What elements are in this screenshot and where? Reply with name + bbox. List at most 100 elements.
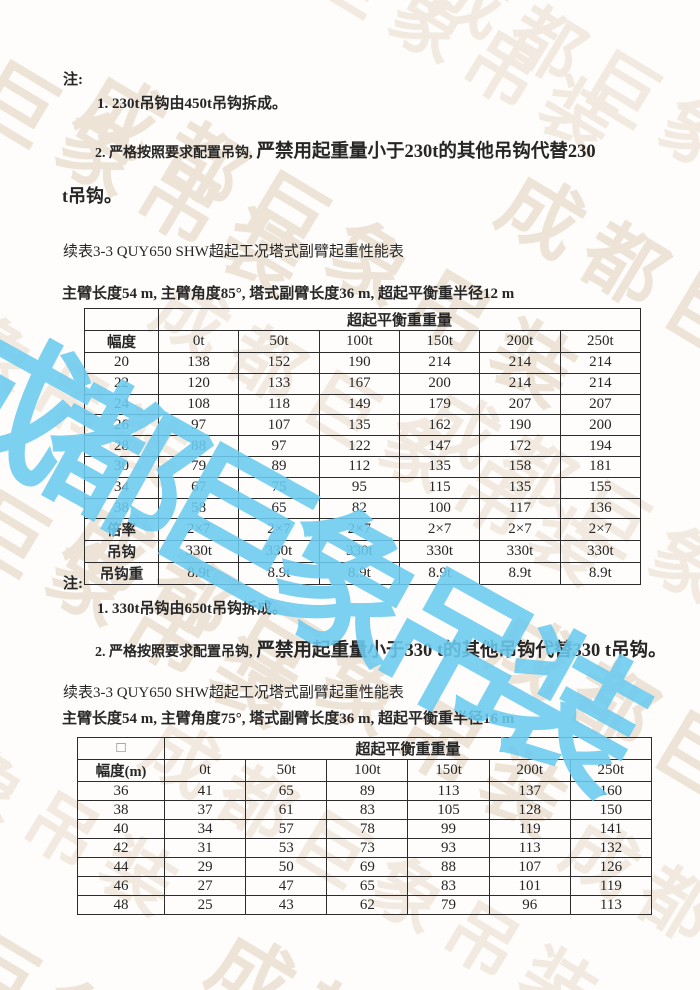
data-cell: 2×7 xyxy=(238,518,320,542)
table-row: 28 88 97 122 147 172 194 xyxy=(84,435,642,457)
data-cell: 135 xyxy=(318,414,400,437)
data-cell: 67 xyxy=(157,476,240,499)
data-cell: 82 xyxy=(318,497,400,520)
row-label: 28 xyxy=(84,435,159,457)
data-cell: 34 xyxy=(163,819,247,839)
table-row: 24 108 118 149 179 207 207 xyxy=(84,393,642,416)
data-cell: 158 xyxy=(479,455,561,478)
data-cell: 27 xyxy=(163,876,247,896)
row-label: 34 xyxy=(84,476,159,499)
data-cell: 152 xyxy=(238,352,320,374)
data-cell: 8.9t xyxy=(559,562,642,586)
table2-subtitle: 主臂长度54 m, 主臂角度75°, 塔式副臂长度36 m, 超起平衡重半径16… xyxy=(62,711,515,727)
data-cell: 113 xyxy=(569,895,653,915)
note-mid-item-2-lead: 2. 严格按照要求配置吊钩, xyxy=(95,645,253,660)
counterweight-column-header: 150t xyxy=(398,330,481,353)
note-mid-item-1: 1. 330t吊钩由650t吊钩拆成。 xyxy=(97,601,287,617)
data-cell: 105 xyxy=(407,800,490,820)
data-cell: 100 xyxy=(398,497,481,520)
data-cell: 330t xyxy=(559,540,642,564)
table-row: 26 97 107 135 162 190 200 xyxy=(84,414,642,437)
data-cell: 65 xyxy=(245,781,328,801)
data-cell: 113 xyxy=(407,781,490,801)
data-cell: 200 xyxy=(559,414,642,437)
data-cell: 162 xyxy=(398,414,481,437)
data-cell: 119 xyxy=(569,876,653,896)
table-row: 44 29 50 69 88 107 126 xyxy=(77,857,653,877)
data-cell: 8.9t xyxy=(479,562,561,586)
row-label: 42 xyxy=(77,838,165,858)
data-cell: 136 xyxy=(559,497,642,520)
counterweight-span-header: 超起平衡重重量 xyxy=(158,308,641,331)
table-row: 倍率 2×7 2×7 2×7 2×7 2×7 2×7 xyxy=(84,518,642,542)
note-top-item-2-main: 严禁用起重量小于230t的其他吊钩代替230 xyxy=(256,142,596,162)
data-cell: 89 xyxy=(326,781,409,801)
table-row: 34 67 75 95 115 135 155 xyxy=(84,476,642,499)
table-header-row: □ 超起平衡重重量 xyxy=(77,737,652,760)
notes-mid-label: 注: xyxy=(63,576,83,592)
data-cell: 108 xyxy=(157,393,240,416)
data-cell: 138 xyxy=(157,352,240,374)
data-cell: 97 xyxy=(238,435,320,457)
data-cell: 167 xyxy=(318,372,400,395)
counterweight-column-header: 50t xyxy=(245,759,328,782)
data-cell: 57 xyxy=(245,819,328,839)
note-mid-item-2-main: 严禁用起重量小于330 t的其他吊钩代替330 t吊钩。 xyxy=(256,641,667,661)
data-cell: 214 xyxy=(559,372,642,395)
row-label: 倍率 xyxy=(84,518,159,542)
notes-top-label: 注: xyxy=(63,72,83,88)
table-row: 36 41 65 89 113 137 160 xyxy=(77,781,653,801)
load-chart-table-85deg: 超起平衡重重量 幅度 0t 50t 100t 150t 200t 250t 20 138 152 19… xyxy=(84,308,642,586)
data-cell: 120 xyxy=(157,372,240,395)
data-cell: 118 xyxy=(238,393,320,416)
counterweight-column-header: 50t xyxy=(238,330,320,353)
table-row: 38 37 61 83 105 128 150 xyxy=(77,800,653,820)
table-columns-row: 幅度(m) 0t 50t 100t 150t 200t 250t xyxy=(77,759,653,782)
table-row: 46 27 47 65 83 101 119 xyxy=(77,876,653,896)
data-cell: 132 xyxy=(569,838,653,858)
data-cell: 96 xyxy=(488,895,571,915)
data-cell: 200 xyxy=(398,372,481,395)
data-cell: 2×7 xyxy=(479,518,561,542)
data-cell: 214 xyxy=(479,352,561,374)
data-cell: 122 xyxy=(318,435,400,457)
data-cell: 83 xyxy=(326,800,409,820)
radius-column-label: 幅度(m) xyxy=(77,759,165,782)
data-cell: 207 xyxy=(559,393,642,416)
data-cell: 137 xyxy=(488,781,571,801)
counterweight-column-header: 250t xyxy=(569,759,653,782)
data-cell: 107 xyxy=(238,414,320,437)
note-top-item-1: 1. 230t吊钩由450t吊钩拆成。 xyxy=(97,96,287,112)
data-cell: 43 xyxy=(245,895,328,915)
counterweight-column-header: 200t xyxy=(488,759,571,782)
table-row: 吊钩 330t 330t 330t 330t 330t 330t xyxy=(84,540,642,564)
data-cell: 2×7 xyxy=(157,518,240,542)
data-cell: 93 xyxy=(407,838,490,858)
data-cell: 214 xyxy=(559,352,642,374)
data-cell: 79 xyxy=(157,455,240,478)
row-label: 38 xyxy=(77,800,165,820)
counterweight-span-header: 超起平衡重重量 xyxy=(164,737,652,760)
table-row: 吊钩重 8.9t 8.9t 8.9t 8.9t 8.9t 8.9t xyxy=(84,562,642,586)
data-cell: 31 xyxy=(163,838,247,858)
data-cell: 50 xyxy=(245,857,328,877)
data-cell: 330t xyxy=(318,540,400,564)
data-cell: 25 xyxy=(163,895,247,915)
note-top-item-2: 2. 严格按照要求配置吊钩, 严禁用起重量小于230t的其他吊钩代替230 xyxy=(95,137,596,163)
table-row: 38 58 65 82 100 117 136 xyxy=(84,497,642,520)
data-cell: 97 xyxy=(157,414,240,437)
data-cell: 149 xyxy=(318,393,400,416)
row-label: 46 xyxy=(77,876,165,896)
counterweight-column-header: 250t xyxy=(559,330,642,353)
table2-title: 续表3-3 QUY650 SHW超起工况塔式副臂起重性能表 xyxy=(63,685,404,701)
data-cell: 330t xyxy=(398,540,481,564)
row-label: 26 xyxy=(84,414,159,437)
data-cell: 101 xyxy=(488,876,571,896)
counterweight-column-header: 0t xyxy=(157,330,240,353)
counterweight-column-header: 100t xyxy=(318,330,400,353)
row-label: 40 xyxy=(77,819,165,839)
row-label: 44 xyxy=(77,857,165,877)
data-cell: 117 xyxy=(479,497,561,520)
data-cell: 61 xyxy=(245,800,328,820)
